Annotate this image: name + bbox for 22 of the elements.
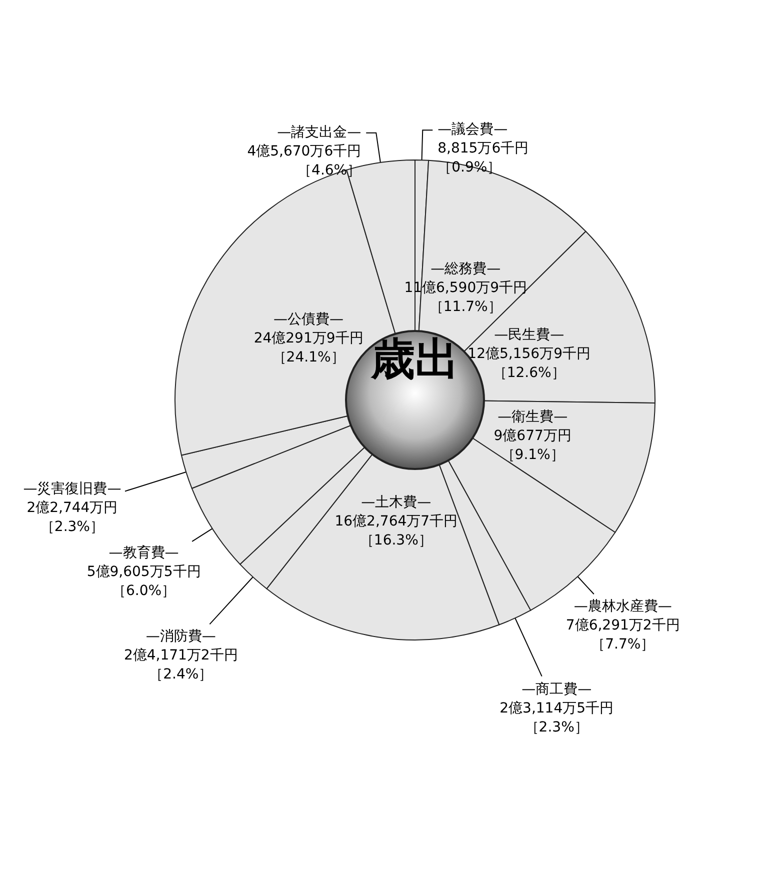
data-label: 2億4,171万2千円［2.4%］: [124, 648, 238, 683]
data-label: 2億2,744万円［2.3%］: [26, 500, 118, 535]
slice-label: —公債費—: [274, 311, 344, 328]
data-label: 16億2,764万7千円［16.3%］: [334, 514, 458, 549]
data-label: 5億9,605万5千円［6.0%］: [86, 564, 201, 600]
slice-label: —議会費—: [438, 122, 508, 138]
slice-label: —災害復旧費—: [23, 480, 122, 497]
slice-label: —諸支出金—: [277, 124, 362, 140]
data-label: 2億3,114万5千円［2.3%］: [500, 700, 614, 736]
data-label: 7億6,291万2千円［7.7%］: [566, 618, 680, 653]
text: 歳出: [371, 334, 459, 385]
slice-label: —消防費—: [146, 628, 216, 645]
slice-label: —農林水産費—: [574, 598, 672, 615]
data-label: 9億677万円［9.1%］: [494, 428, 572, 464]
slice-label: —民生費—: [494, 327, 564, 344]
slice-label: —土木費—: [361, 494, 432, 511]
slice-label: —商工費—: [522, 681, 592, 698]
data-label: 24億291万9千円［24.1%］: [254, 330, 364, 366]
data-label: 12億5,156万9千円［12.6%］: [468, 346, 590, 382]
slice-label: —衛生費—: [498, 409, 568, 426]
slice-label: —教育費—: [108, 544, 179, 562]
slice-label: —総務費—: [430, 260, 501, 277]
